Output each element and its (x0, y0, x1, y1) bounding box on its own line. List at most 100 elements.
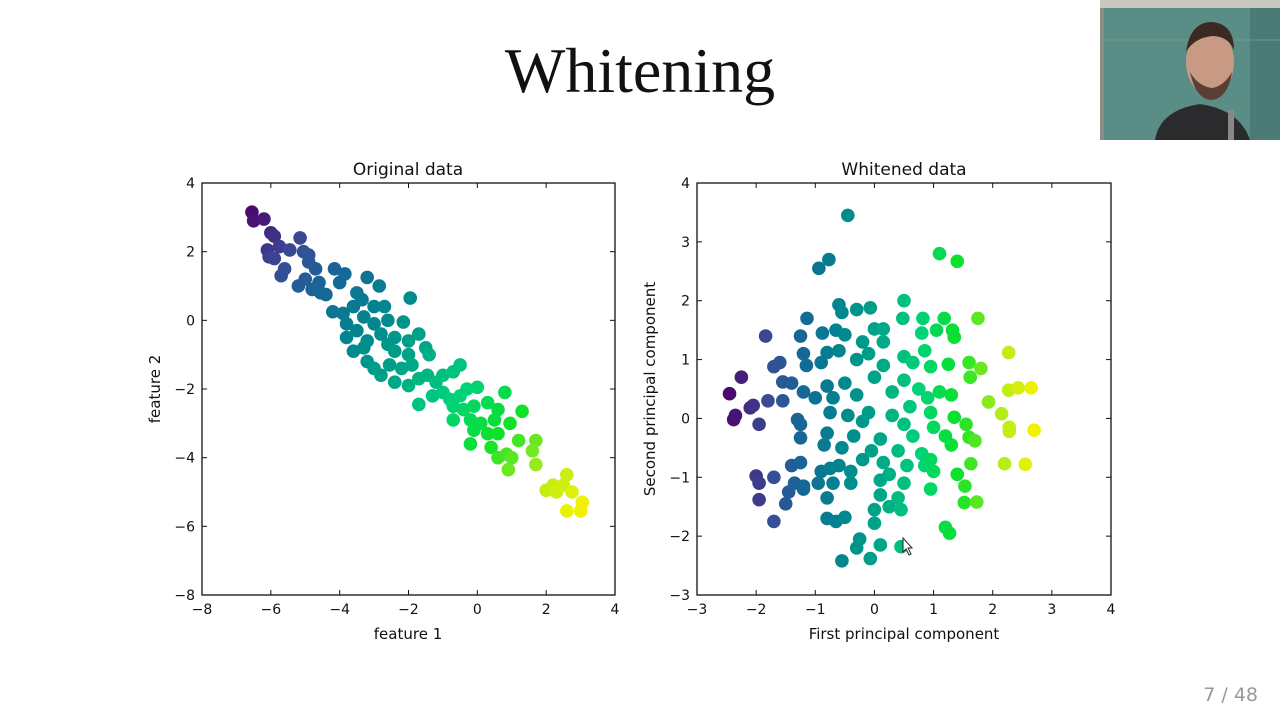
data-point (861, 346, 876, 361)
data-point (897, 293, 911, 308)
data-point (947, 330, 962, 345)
data-point (728, 408, 743, 423)
data-point (312, 275, 326, 290)
chart-title: Whitened data (841, 160, 966, 180)
data-point (722, 386, 737, 401)
data-point (867, 516, 882, 530)
data-point (405, 358, 419, 372)
data-point (298, 272, 313, 286)
data-point (382, 358, 397, 372)
data-point (826, 476, 840, 490)
data-point (327, 262, 342, 276)
data-point (822, 252, 836, 267)
data-point (793, 431, 808, 445)
data-point (941, 357, 956, 372)
data-point (861, 405, 876, 420)
data-point (377, 299, 392, 314)
data-point (767, 470, 781, 485)
slide-title: Whitening (504, 35, 776, 106)
x-tick-label: 1 (929, 602, 938, 618)
data-point (832, 343, 846, 358)
data-point (446, 399, 461, 413)
data-point (900, 458, 914, 473)
data-point (849, 352, 864, 367)
webcam-video-overlay (1100, 0, 1280, 140)
data-point (867, 502, 882, 517)
data-point (838, 376, 852, 390)
data-point (573, 504, 588, 518)
data-point (923, 405, 938, 420)
x-tick-label: 0 (870, 602, 879, 618)
data-point (356, 310, 371, 324)
data-point (876, 455, 891, 470)
data-point (820, 345, 834, 360)
data-point (835, 441, 849, 455)
data-point (758, 329, 773, 343)
data-point (491, 426, 505, 441)
data-point (916, 311, 930, 326)
data-point (453, 358, 467, 372)
data-point (463, 437, 478, 451)
data-point (752, 492, 766, 507)
data-point (412, 397, 426, 412)
x-tick-label: 4 (1107, 602, 1116, 618)
data-point (746, 398, 760, 413)
data-point (849, 388, 864, 402)
data-point (873, 432, 888, 446)
data-point (734, 370, 749, 385)
data-point (994, 406, 1009, 421)
data-point (812, 261, 826, 276)
data-point (897, 417, 911, 432)
data-point (356, 341, 371, 355)
x-tick-label: 3 (1047, 602, 1056, 618)
data-point (906, 355, 920, 370)
data-point (841, 408, 855, 423)
y-tick-label: 2 (186, 245, 195, 261)
data-point (355, 292, 369, 307)
data-point (761, 393, 775, 408)
y-tick-label: −2 (669, 529, 690, 545)
data-point (480, 395, 495, 410)
data-point (401, 378, 416, 393)
data-point (867, 370, 882, 385)
y-tick-label: −1 (669, 470, 690, 486)
data-point (1027, 423, 1041, 438)
data-point (962, 355, 976, 370)
data-point (796, 482, 811, 496)
data-point (515, 404, 529, 419)
data-point (926, 420, 941, 435)
data-point (394, 361, 409, 376)
data-point (1024, 381, 1038, 395)
mouse-cursor-icon (902, 536, 914, 556)
page-number: 7 / 48 (1203, 684, 1258, 706)
data-point (401, 334, 416, 348)
data-point (793, 455, 808, 470)
data-point (811, 476, 826, 490)
data-point (425, 389, 440, 403)
data-point (891, 444, 905, 458)
data-point (1011, 381, 1025, 395)
data-point (336, 306, 350, 321)
data-point (767, 514, 781, 529)
data-point (796, 385, 811, 399)
data-point (246, 213, 261, 228)
data-point (339, 316, 354, 331)
data-point (325, 304, 340, 319)
x-tick-label: 2 (988, 602, 997, 618)
x-tick-label: 0 (473, 602, 482, 618)
data-point (1002, 424, 1017, 439)
data-point (346, 344, 361, 359)
data-point (894, 502, 908, 517)
data-point (863, 300, 878, 315)
data-point (267, 251, 282, 266)
data-point (885, 385, 899, 399)
data-point (498, 385, 512, 400)
data-point (412, 327, 426, 341)
data-point (947, 410, 962, 425)
data-point (820, 426, 834, 440)
data-point (926, 464, 941, 479)
data-point (932, 385, 947, 399)
data-point (882, 499, 897, 514)
y-axis-label: feature 2 (146, 355, 164, 423)
data-point (864, 444, 879, 458)
